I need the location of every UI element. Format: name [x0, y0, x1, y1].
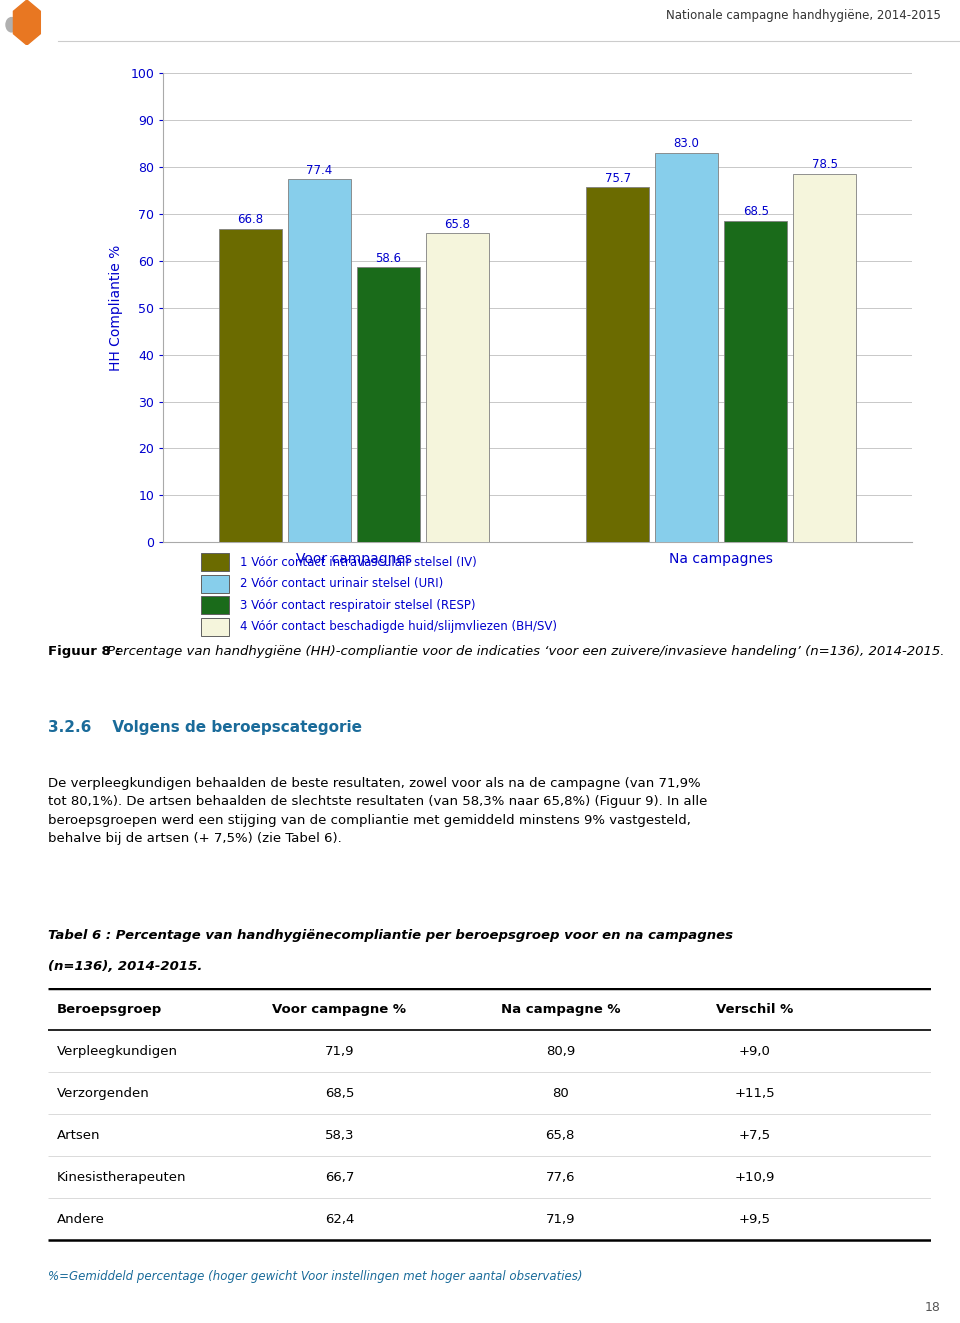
Text: Verschil %: Verschil %: [716, 1003, 793, 1016]
Text: Tabel 6 : Percentage van handhygiënecompliantie per beroepsgroep voor en na camp: Tabel 6 : Percentage van handhygiënecomp…: [48, 929, 733, 942]
Text: 71,9: 71,9: [324, 1045, 354, 1057]
Text: Artsen: Artsen: [57, 1129, 101, 1142]
Text: 58.6: 58.6: [375, 251, 401, 265]
Bar: [656, 152, 718, 542]
Bar: [587, 187, 649, 542]
Text: +7,5: +7,5: [738, 1129, 771, 1142]
Text: +10,9: +10,9: [734, 1171, 775, 1184]
Text: +9,0: +9,0: [738, 1045, 771, 1057]
Text: Verpleegkundigen: Verpleegkundigen: [57, 1045, 178, 1057]
Text: 66,7: 66,7: [324, 1171, 354, 1184]
Text: 65.8: 65.8: [444, 218, 470, 232]
Text: 62,4: 62,4: [324, 1213, 354, 1225]
Text: 83.0: 83.0: [674, 138, 700, 151]
Text: 66.8: 66.8: [237, 213, 264, 226]
Text: 80: 80: [552, 1086, 568, 1099]
Text: 1 Vóór contact intravasculair stelsel (IV): 1 Vóór contact intravasculair stelsel (I…: [240, 556, 477, 569]
Text: +11,5: +11,5: [734, 1086, 775, 1099]
Text: De verpleegkundigen behaalden de beste resultaten, zowel voor als na de campagne: De verpleegkundigen behaalden de beste r…: [48, 777, 708, 845]
Bar: [288, 179, 350, 542]
Text: 75.7: 75.7: [605, 172, 631, 184]
Bar: [220, 229, 282, 542]
FancyBboxPatch shape: [201, 574, 229, 593]
Text: 3 Vóór contact respiratoir stelsel (RESP): 3 Vóór contact respiratoir stelsel (RESP…: [240, 599, 476, 611]
Text: 77.4: 77.4: [306, 164, 333, 176]
Text: %=Gemiddeld percentage (hoger gewicht Voor instellingen met hoger aantal observa: %=Gemiddeld percentage (hoger gewicht Vo…: [48, 1270, 583, 1283]
Polygon shape: [13, 0, 40, 45]
Ellipse shape: [15, 25, 26, 40]
Bar: [793, 173, 856, 542]
Text: 18: 18: [924, 1301, 941, 1314]
Y-axis label: HH Compliantie %: HH Compliantie %: [109, 245, 123, 370]
Text: 65,8: 65,8: [545, 1129, 575, 1142]
Text: 4 Vóór contact beschadigde huid/slijmvliezen (BH/SV): 4 Vóór contact beschadigde huid/slijmvli…: [240, 620, 558, 634]
Text: Kinesistherapeuten: Kinesistherapeuten: [57, 1171, 186, 1184]
Text: Figuur 8 :: Figuur 8 :: [48, 646, 126, 658]
Text: 68.5: 68.5: [743, 205, 769, 218]
Text: 71,9: 71,9: [545, 1213, 575, 1225]
Text: 78.5: 78.5: [811, 159, 838, 172]
Text: (n=136), 2014-2015.: (n=136), 2014-2015.: [48, 960, 203, 972]
Bar: [725, 221, 787, 542]
FancyBboxPatch shape: [201, 597, 229, 614]
Text: 68,5: 68,5: [324, 1086, 354, 1099]
Text: Nationale campagne handhygiëne, 2014-2015: Nationale campagne handhygiëne, 2014-201…: [666, 9, 941, 22]
Text: Verzorgenden: Verzorgenden: [57, 1086, 150, 1099]
FancyBboxPatch shape: [201, 553, 229, 572]
Text: Beroepsgroep: Beroepsgroep: [57, 1003, 162, 1016]
Text: 58,3: 58,3: [324, 1129, 354, 1142]
Text: Na campagne %: Na campagne %: [500, 1003, 620, 1016]
FancyBboxPatch shape: [201, 618, 229, 636]
Text: 2 Vóór contact urinair stelsel (URI): 2 Vóór contact urinair stelsel (URI): [240, 577, 444, 590]
Text: Andere: Andere: [57, 1213, 105, 1225]
Bar: [357, 267, 420, 542]
Text: Percentage van handhygiëne (HH)-compliantie voor de indicaties ‘voor een zuivere: Percentage van handhygiëne (HH)-complian…: [108, 646, 945, 658]
Ellipse shape: [6, 17, 17, 33]
Text: 80,9: 80,9: [545, 1045, 575, 1057]
Text: Voor campagne %: Voor campagne %: [273, 1003, 406, 1016]
Text: 3.2.6    Volgens de beroepscategorie: 3.2.6 Volgens de beroepscategorie: [48, 721, 362, 736]
Bar: [426, 233, 489, 542]
Text: +9,5: +9,5: [738, 1213, 771, 1225]
Text: 77,6: 77,6: [545, 1171, 575, 1184]
